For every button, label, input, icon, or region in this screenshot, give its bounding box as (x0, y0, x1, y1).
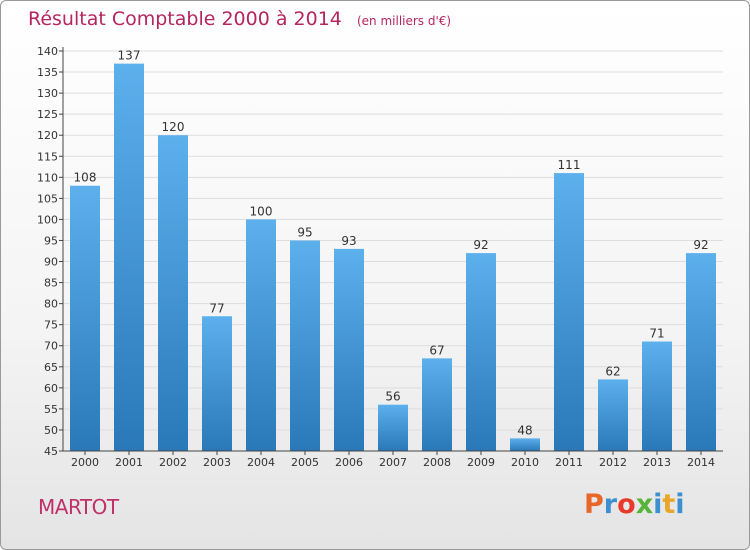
x-tick-label: 2002 (159, 456, 187, 469)
y-tick-label: 45 (44, 445, 58, 458)
data-label: 56 (385, 390, 400, 404)
x-tick-label: 2005 (291, 456, 319, 469)
bar (598, 379, 628, 451)
y-tick-label: 140 (37, 45, 58, 58)
proxiti-logo: Proxiti (584, 489, 685, 520)
logo-letter: t (662, 489, 676, 520)
y-tick-label: 100 (37, 213, 58, 226)
x-tick-label: 2001 (115, 456, 143, 469)
title-row: Résultat Comptable 2000 à 2014 (en milli… (28, 8, 451, 30)
data-label: 92 (473, 238, 488, 252)
x-tick-label: 2004 (247, 456, 275, 469)
data-label: 92 (693, 238, 708, 252)
data-label: 48 (517, 423, 532, 437)
data-label: 108 (74, 171, 97, 185)
data-label: 62 (605, 364, 620, 378)
y-tick-label: 80 (44, 298, 58, 311)
bar (642, 341, 672, 451)
data-labels: 108 137 120 77 100 95 93 56 67 92 48 111 62 71 92 (74, 49, 709, 438)
y-tick-labels: 45 50 55 60 65 70 75 80 85 90 95 100 105 110 115 120 125… (37, 45, 58, 458)
x-tick-label: 2011 (555, 456, 583, 469)
x-tick-label: 2012 (599, 456, 627, 469)
x-tick-label: 2008 (423, 456, 451, 469)
data-label: 71 (649, 327, 664, 341)
data-label: 67 (429, 343, 444, 357)
y-tick-label: 75 (44, 319, 58, 332)
logo-letter: i (653, 489, 663, 520)
bar (554, 173, 584, 451)
x-tick-label: 2014 (687, 456, 715, 469)
x-tick-label: 2010 (511, 456, 539, 469)
y-tick-label: 130 (37, 87, 58, 100)
logo-letter: o (617, 489, 636, 520)
bar (466, 253, 496, 451)
chart-title: Résultat Comptable 2000 à 2014 (28, 8, 342, 30)
y-tick-label: 50 (44, 424, 58, 437)
bar (202, 316, 232, 451)
logo-letter: i (675, 489, 685, 520)
x-tick-label: 2013 (643, 456, 671, 469)
bar (158, 135, 188, 452)
y-tick-label: 120 (37, 129, 58, 142)
bar (246, 219, 276, 451)
logo-letter: r (603, 489, 618, 520)
data-label: 95 (297, 225, 312, 239)
y-tick-label: 70 (44, 340, 58, 353)
bar (378, 404, 408, 451)
y-tick-label: 95 (44, 234, 58, 247)
data-label: 137 (118, 49, 141, 63)
y-tick-label: 85 (44, 277, 58, 290)
chart-unit: (en milliers d'€) (356, 14, 452, 28)
y-tick-label: 65 (44, 361, 58, 374)
x-tick-labels: 2000 2001 2002 2003 2004 2005 2006 2007 2008 2009… (71, 451, 715, 469)
x-tick-label: 2006 (335, 456, 363, 469)
x-tick-label: 2003 (203, 456, 231, 469)
bar (510, 438, 540, 451)
y-tick-label: 125 (37, 108, 58, 121)
x-tick-label: 2009 (467, 456, 495, 469)
y-tick-label: 135 (37, 66, 58, 79)
x-tick-label: 2000 (71, 456, 99, 469)
data-label: 120 (162, 120, 185, 134)
bar (422, 358, 452, 451)
y-tick-label: 60 (44, 382, 58, 395)
y-tick-label: 115 (37, 150, 58, 163)
data-label: 111 (558, 158, 581, 172)
y-tick-label: 110 (37, 171, 58, 184)
x-tick-label: 2007 (379, 456, 407, 469)
data-label: 77 (209, 301, 224, 315)
data-label: 93 (341, 234, 356, 248)
y-tick-label: 55 (44, 403, 58, 416)
bar (70, 185, 100, 451)
bar (686, 253, 716, 451)
bars (70, 63, 716, 452)
y-tick-label: 105 (37, 192, 58, 205)
logo-letter: x (635, 489, 654, 520)
bar (290, 240, 320, 451)
bar (114, 63, 144, 451)
data-label: 100 (250, 204, 273, 218)
town-name: MARTOT (38, 495, 119, 519)
bar (334, 248, 364, 451)
y-tick-label: 90 (44, 256, 58, 269)
logo-letter: P (584, 489, 604, 520)
